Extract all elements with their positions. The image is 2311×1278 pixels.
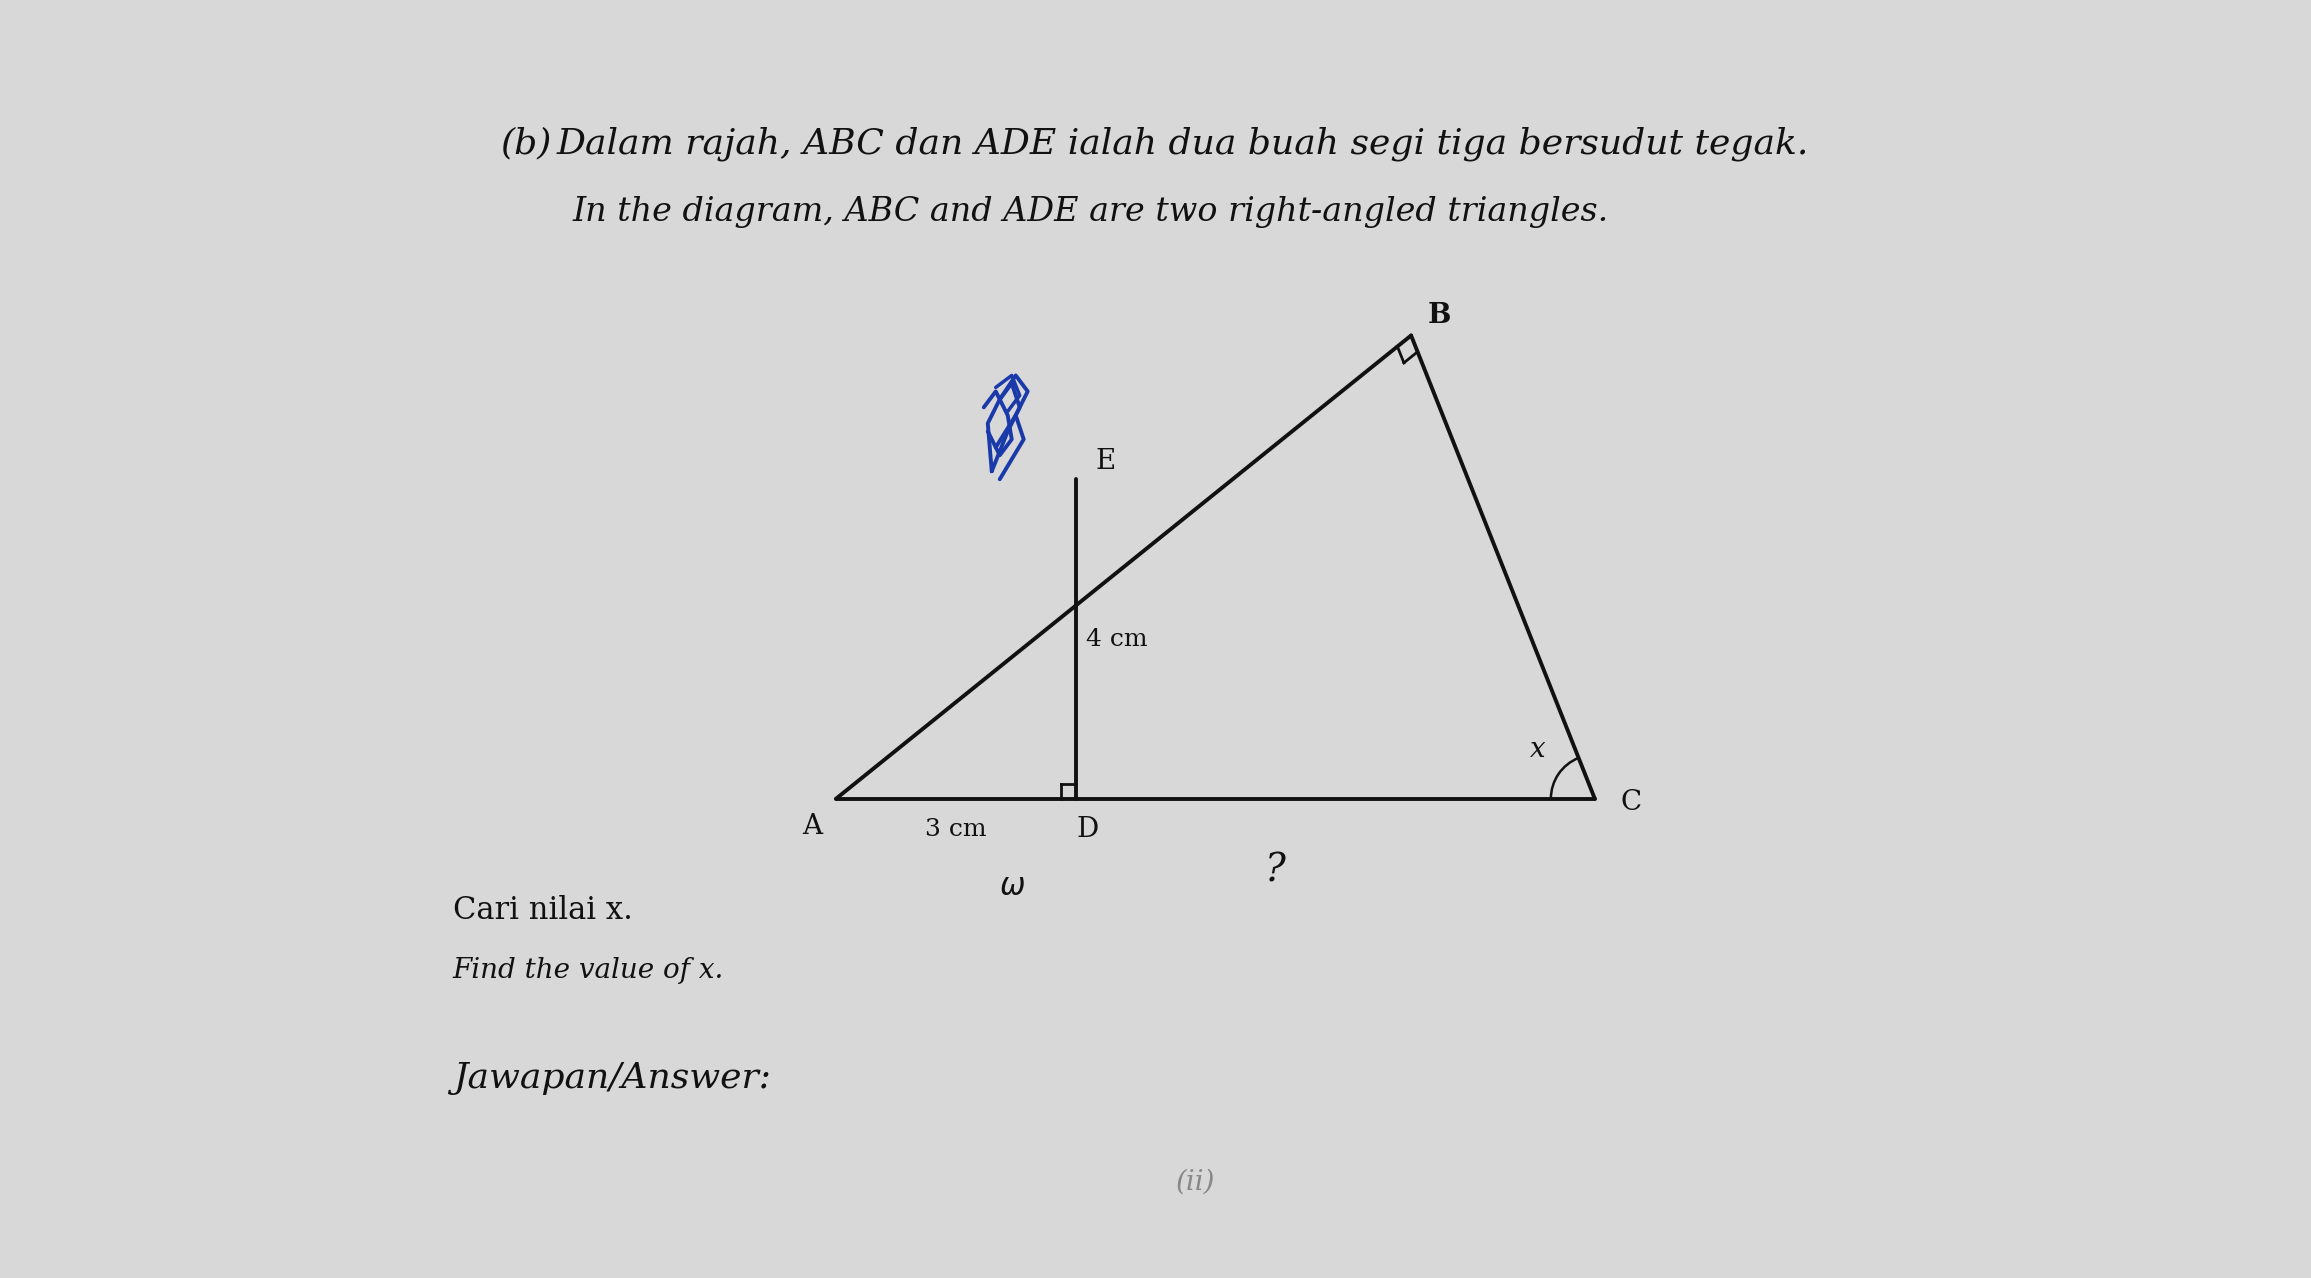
Text: In the diagram, ABC and ADE are two right-angled triangles.: In the diagram, ABC and ADE are two righ… — [573, 196, 1608, 227]
Text: Cari nilai x.: Cari nilai x. — [453, 895, 633, 927]
Text: A: A — [802, 813, 823, 840]
Text: ?: ? — [1264, 852, 1285, 889]
Text: 3 cm: 3 cm — [924, 818, 987, 841]
Text: x: x — [1530, 736, 1546, 763]
Text: (ii): (ii) — [1176, 1168, 1216, 1196]
Text: E: E — [1095, 449, 1116, 475]
Text: C: C — [1620, 790, 1641, 817]
Text: B: B — [1428, 302, 1451, 328]
Text: Dalam rajah, ABC dan ADE ialah dua buah segi tiga bersudut tegak.: Dalam rajah, ABC dan ADE ialah dua buah … — [557, 127, 1810, 161]
Text: (b): (b) — [501, 127, 552, 161]
Text: Find the value of x.: Find the value of x. — [453, 957, 723, 984]
Text: D: D — [1077, 815, 1098, 842]
Text: 4 cm: 4 cm — [1086, 627, 1149, 651]
Text: Jawapan/Answer:: Jawapan/Answer: — [453, 1061, 770, 1095]
Text: $\omega$: $\omega$ — [998, 872, 1024, 902]
